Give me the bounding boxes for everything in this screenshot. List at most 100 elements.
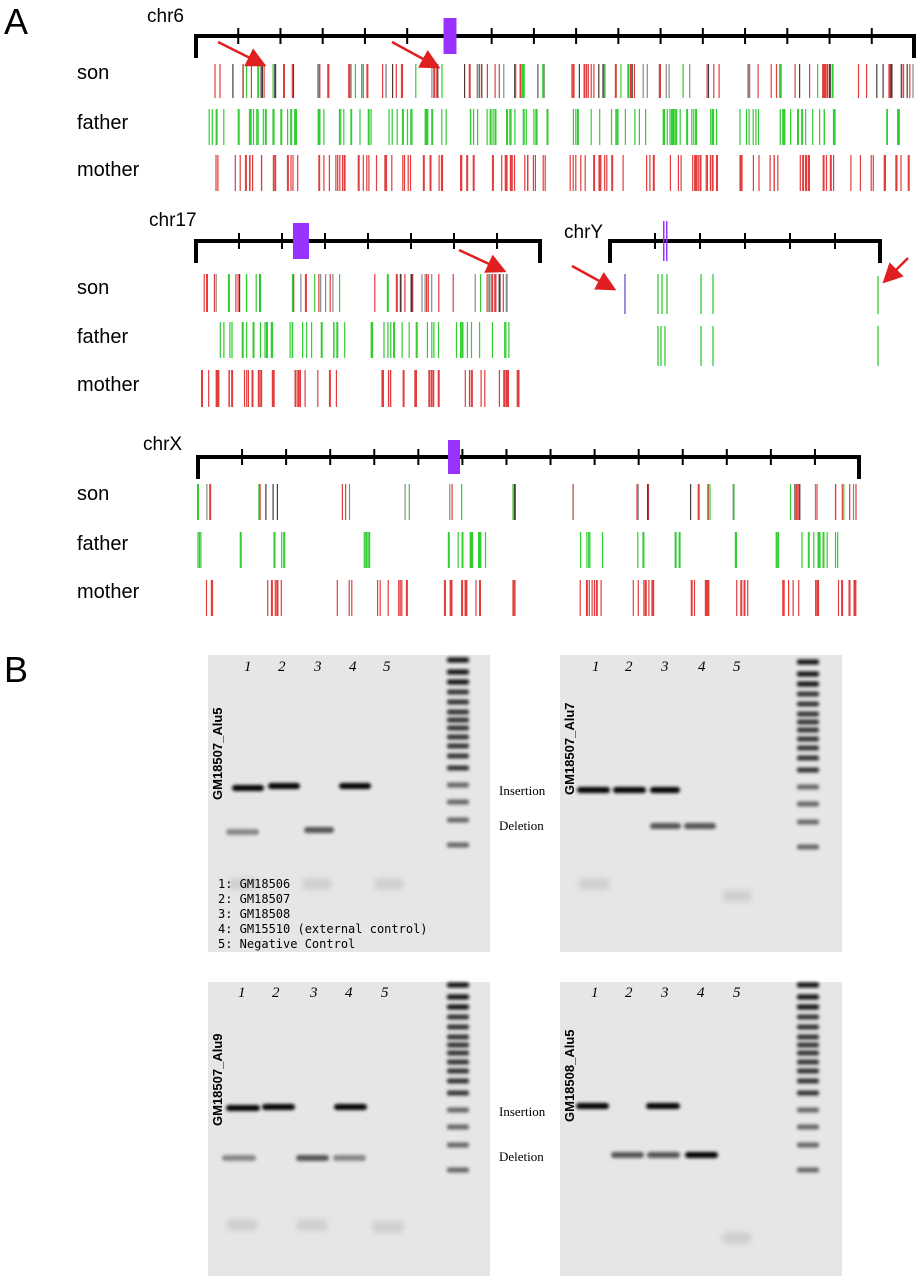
gel-1: GM18507_Alu5 1 2 3 4 5 1: GM18506 2: GM1…: [208, 655, 490, 952]
centromere-marker: [666, 221, 668, 261]
chr17-arrow: [458, 248, 507, 273]
gel-band: [576, 1103, 609, 1109]
primer-smear: [374, 878, 404, 890]
gel-band: [650, 823, 681, 829]
gel-2-ladder: [797, 659, 819, 850]
ladder-band: [447, 679, 469, 685]
gel-band: [333, 1155, 366, 1161]
ladder-band: [797, 1078, 819, 1084]
chr17-son-label: son: [77, 277, 109, 299]
ladder-band: [797, 982, 819, 988]
ladder-band: [797, 844, 819, 850]
legend-item-4: 4: GM15510 (external control): [218, 922, 428, 936]
ladder-band: [797, 1050, 819, 1056]
gel-band: [304, 827, 334, 833]
gel-band: [685, 1152, 718, 1158]
gel-4-title: GM18508_Alu5: [562, 1030, 577, 1123]
chrY-arrow-left: [571, 264, 617, 291]
ladder-band: [447, 1142, 469, 1148]
chr6-mother-track: [215, 155, 910, 191]
ladder-band: [447, 765, 469, 771]
chrY-ruler: [608, 221, 882, 263]
gel-2-title: GM18507_Alu7: [562, 703, 577, 796]
chr6-arrow-2: [391, 40, 441, 69]
ladder-band: [797, 1124, 819, 1130]
chr6-title: chr6: [147, 6, 184, 27]
ladder-band: [797, 1142, 819, 1148]
gel-band: [611, 1152, 644, 1158]
ladder-band: [797, 727, 819, 733]
ladder-band: [797, 681, 819, 687]
gel-legend: 1: GM18506 2: GM18507 3: GM18508 4: GM15…: [218, 877, 428, 951]
ladder-band: [447, 842, 469, 848]
ladder-band: [797, 1059, 819, 1065]
ladder-band: [797, 1034, 819, 1040]
ladder-band: [447, 734, 469, 740]
chromosome-chrX: chrX son father mother: [77, 434, 861, 616]
gel-band: [232, 785, 264, 791]
gel-3-lane-5: 5: [381, 985, 389, 1001]
ladder-band: [447, 1107, 469, 1113]
gel-2-lane-numbers: 1 2 3 4 5: [592, 659, 741, 675]
gel-3-bands: [222, 1104, 404, 1233]
chr17-mother-track: [201, 370, 520, 407]
gel-band: [647, 1152, 680, 1158]
primer-smear: [372, 1221, 404, 1233]
insertion-label-top: Insertion: [499, 783, 546, 798]
gel-1-background: [208, 655, 490, 952]
gel-band: [222, 1155, 256, 1161]
ladder-band: [797, 1068, 819, 1074]
chrX-father-label: father: [77, 533, 128, 555]
primer-smear: [302, 878, 332, 890]
gel-2-lane-1: 1: [592, 659, 600, 675]
ladder-band: [447, 1090, 469, 1096]
gel-band: [650, 787, 680, 793]
gel-1-lane-numbers: 1 2 3 4 5: [244, 659, 391, 675]
gel-3-lane-2: 2: [272, 985, 280, 1001]
gel-band: [334, 1104, 367, 1110]
primer-smear: [722, 890, 752, 902]
gel-4-ladder: [797, 982, 819, 1173]
ladder-band: [447, 1024, 469, 1030]
ladder-band: [447, 817, 469, 823]
ladder-band: [797, 767, 819, 773]
gel-band: [684, 823, 716, 829]
chromosome-chr6: chr6 son father mother: [77, 6, 916, 191]
primer-smear: [226, 1219, 258, 1231]
chrX-son-track: [197, 484, 857, 520]
gel-4-lane-5: 5: [733, 985, 741, 1001]
gel-3-lane-1: 1: [238, 985, 246, 1001]
gel-4-lane-4: 4: [697, 985, 705, 1001]
ladder-band: [447, 782, 469, 788]
chrX-title: chrX: [143, 434, 182, 455]
chr6-ruler: [194, 18, 916, 58]
chrY-son-track: [624, 274, 879, 314]
ladder-band: [797, 1004, 819, 1010]
legend-item-5: 5: Negative Control: [218, 937, 355, 951]
chrY-father-track: [657, 326, 879, 366]
ladder-band: [447, 799, 469, 805]
deletion-label-top: Deletion: [499, 818, 544, 833]
chr17-father-label: father: [77, 326, 128, 348]
chrX-son-label: son: [77, 483, 109, 505]
gel-2-lane-2: 2: [625, 659, 633, 675]
gel-4: GM18508_Alu5 1 2 3 4 5: [560, 982, 842, 1276]
ladder-band: [797, 745, 819, 751]
gel-1-lane-4: 4: [349, 659, 357, 675]
centromere-marker: [443, 18, 457, 54]
gel-3-lane-3: 3: [309, 985, 318, 1001]
gel-2: GM18507_Alu7 1 2 3 4 5: [560, 655, 842, 952]
gel-band: [226, 829, 259, 835]
centromere-marker: [293, 223, 309, 259]
ladder-band: [447, 1050, 469, 1056]
gel-2-lane-5: 5: [733, 659, 741, 675]
gel-2-bands: [577, 787, 752, 902]
gel-3: GM18507_Alu9 1 2 3 4 5: [208, 982, 490, 1276]
chr17-ruler: [194, 223, 542, 263]
gel-band: [268, 783, 300, 789]
ladder-band: [797, 719, 819, 725]
legend-item-3: 3: GM18508: [218, 907, 290, 921]
ladder-band: [797, 994, 819, 1000]
primer-smear: [722, 1232, 752, 1244]
